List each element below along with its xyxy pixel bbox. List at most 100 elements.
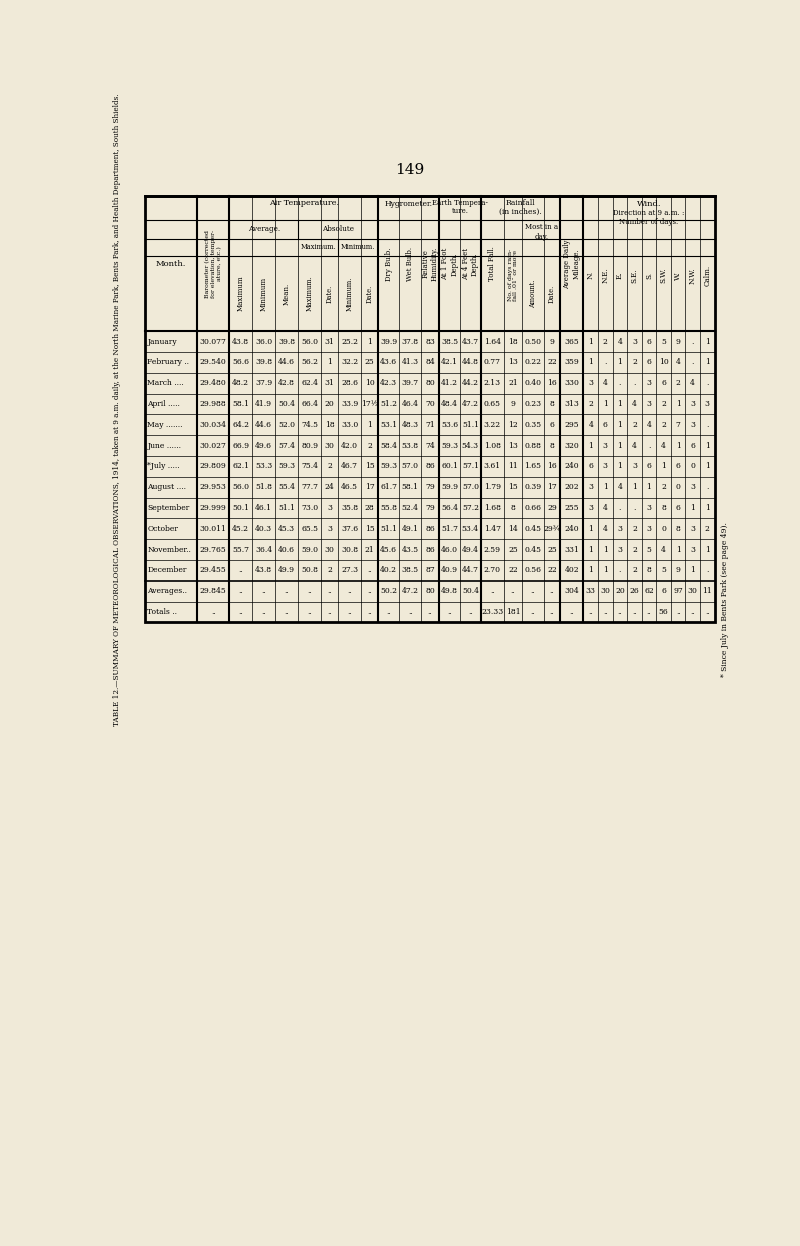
Text: 30: 30: [600, 587, 610, 596]
Text: 20: 20: [325, 400, 334, 407]
Text: 3: 3: [327, 525, 332, 533]
Text: 77.7: 77.7: [302, 483, 318, 491]
Text: 20: 20: [615, 587, 625, 596]
Text: 58.1: 58.1: [232, 400, 250, 407]
Text: 1: 1: [632, 483, 637, 491]
Text: October: October: [147, 525, 178, 533]
Text: 50.4: 50.4: [462, 587, 479, 596]
Text: Mean.: Mean.: [282, 283, 290, 304]
Text: 15: 15: [365, 525, 374, 533]
Text: 2: 2: [705, 525, 710, 533]
Text: ..: ..: [238, 587, 243, 596]
Text: 39.9: 39.9: [380, 338, 398, 345]
Text: 50.2: 50.2: [380, 587, 398, 596]
Text: 51.2: 51.2: [380, 400, 398, 407]
Text: 6: 6: [646, 338, 651, 345]
Text: 1: 1: [367, 421, 372, 429]
Text: ..: ..: [307, 587, 312, 596]
Text: .: .: [648, 441, 650, 450]
Text: 11: 11: [702, 587, 712, 596]
Text: E.: E.: [616, 272, 624, 279]
Text: 6: 6: [550, 421, 554, 429]
Text: S.E.: S.E.: [630, 268, 638, 283]
Text: 1: 1: [588, 567, 593, 574]
Text: 3: 3: [618, 525, 622, 533]
Text: 59.9: 59.9: [441, 483, 458, 491]
Text: 47.2: 47.2: [462, 400, 479, 407]
Text: 29¾: 29¾: [543, 525, 561, 533]
Text: 240: 240: [565, 462, 579, 471]
Text: 13: 13: [508, 441, 518, 450]
Text: 65.5: 65.5: [302, 525, 318, 533]
Text: 3: 3: [603, 441, 608, 450]
Text: 42.1: 42.1: [441, 359, 458, 366]
Text: 17: 17: [547, 483, 557, 491]
Text: 53.6: 53.6: [441, 421, 458, 429]
Text: Air Temperature.: Air Temperature.: [269, 198, 338, 207]
Text: 2: 2: [632, 567, 637, 574]
Text: 9: 9: [550, 338, 554, 345]
Text: 4: 4: [690, 379, 695, 388]
Text: 97: 97: [674, 587, 683, 596]
Text: 0.66: 0.66: [524, 503, 542, 512]
Text: .: .: [618, 567, 621, 574]
Text: 39.8: 39.8: [255, 359, 272, 366]
Text: 4: 4: [588, 421, 593, 429]
Text: November..: November..: [147, 546, 191, 553]
Text: 36.4: 36.4: [255, 546, 272, 553]
Text: 29: 29: [547, 503, 557, 512]
Text: ..: ..: [428, 608, 433, 616]
Text: 86: 86: [426, 525, 435, 533]
Text: .: .: [634, 503, 636, 512]
Text: 10: 10: [365, 379, 374, 388]
Text: ..: ..: [327, 587, 332, 596]
Text: 75.4: 75.4: [302, 462, 318, 471]
Text: ..: ..: [211, 608, 215, 616]
Text: 64.2: 64.2: [232, 421, 250, 429]
Text: ..: ..: [468, 608, 473, 616]
Text: ture.: ture.: [451, 207, 469, 216]
Text: 49.8: 49.8: [441, 587, 458, 596]
Text: 58.1: 58.1: [402, 483, 418, 491]
Text: 80: 80: [426, 587, 435, 596]
Text: 56.0: 56.0: [232, 483, 250, 491]
Text: .: .: [634, 379, 636, 388]
Text: 41.3: 41.3: [402, 359, 418, 366]
Text: 1: 1: [676, 400, 681, 407]
Text: 3: 3: [327, 503, 332, 512]
Text: 29.540: 29.540: [200, 359, 226, 366]
Text: 10: 10: [658, 359, 669, 366]
Text: 53.1: 53.1: [380, 421, 398, 429]
Text: 2.59: 2.59: [484, 546, 501, 553]
Text: Minimum.: Minimum.: [341, 243, 375, 252]
Text: 30.027: 30.027: [200, 441, 226, 450]
Text: .: .: [706, 483, 709, 491]
Text: ..: ..: [367, 608, 372, 616]
Text: 44.6: 44.6: [255, 421, 272, 429]
Text: 44.6: 44.6: [278, 359, 295, 366]
Text: 3: 3: [632, 338, 637, 345]
Text: 3: 3: [618, 546, 622, 553]
Text: Amount.: Amount.: [529, 279, 537, 308]
Text: ..: ..: [327, 608, 332, 616]
Text: 59.3: 59.3: [278, 462, 295, 471]
Text: 22: 22: [508, 567, 518, 574]
Text: 56.2: 56.2: [302, 359, 318, 366]
Text: Earth Tempera-: Earth Tempera-: [432, 198, 488, 207]
Text: Total Fall.: Total Fall.: [488, 247, 496, 282]
Text: 14: 14: [508, 525, 518, 533]
Text: 48.4: 48.4: [441, 400, 458, 407]
Text: ..: ..: [347, 608, 352, 616]
Text: 25: 25: [508, 546, 518, 553]
Text: 0.23: 0.23: [524, 400, 542, 407]
Text: 313: 313: [565, 400, 579, 407]
Text: 43.5: 43.5: [402, 546, 418, 553]
Text: ..: ..: [285, 587, 289, 596]
Text: 74.5: 74.5: [302, 421, 318, 429]
Text: Dry Bulb.: Dry Bulb.: [385, 247, 393, 280]
Text: ..: ..: [367, 587, 372, 596]
Text: 27.3: 27.3: [341, 567, 358, 574]
Text: 1.68: 1.68: [484, 503, 501, 512]
Text: 149: 149: [395, 163, 425, 177]
Text: 4: 4: [603, 525, 608, 533]
